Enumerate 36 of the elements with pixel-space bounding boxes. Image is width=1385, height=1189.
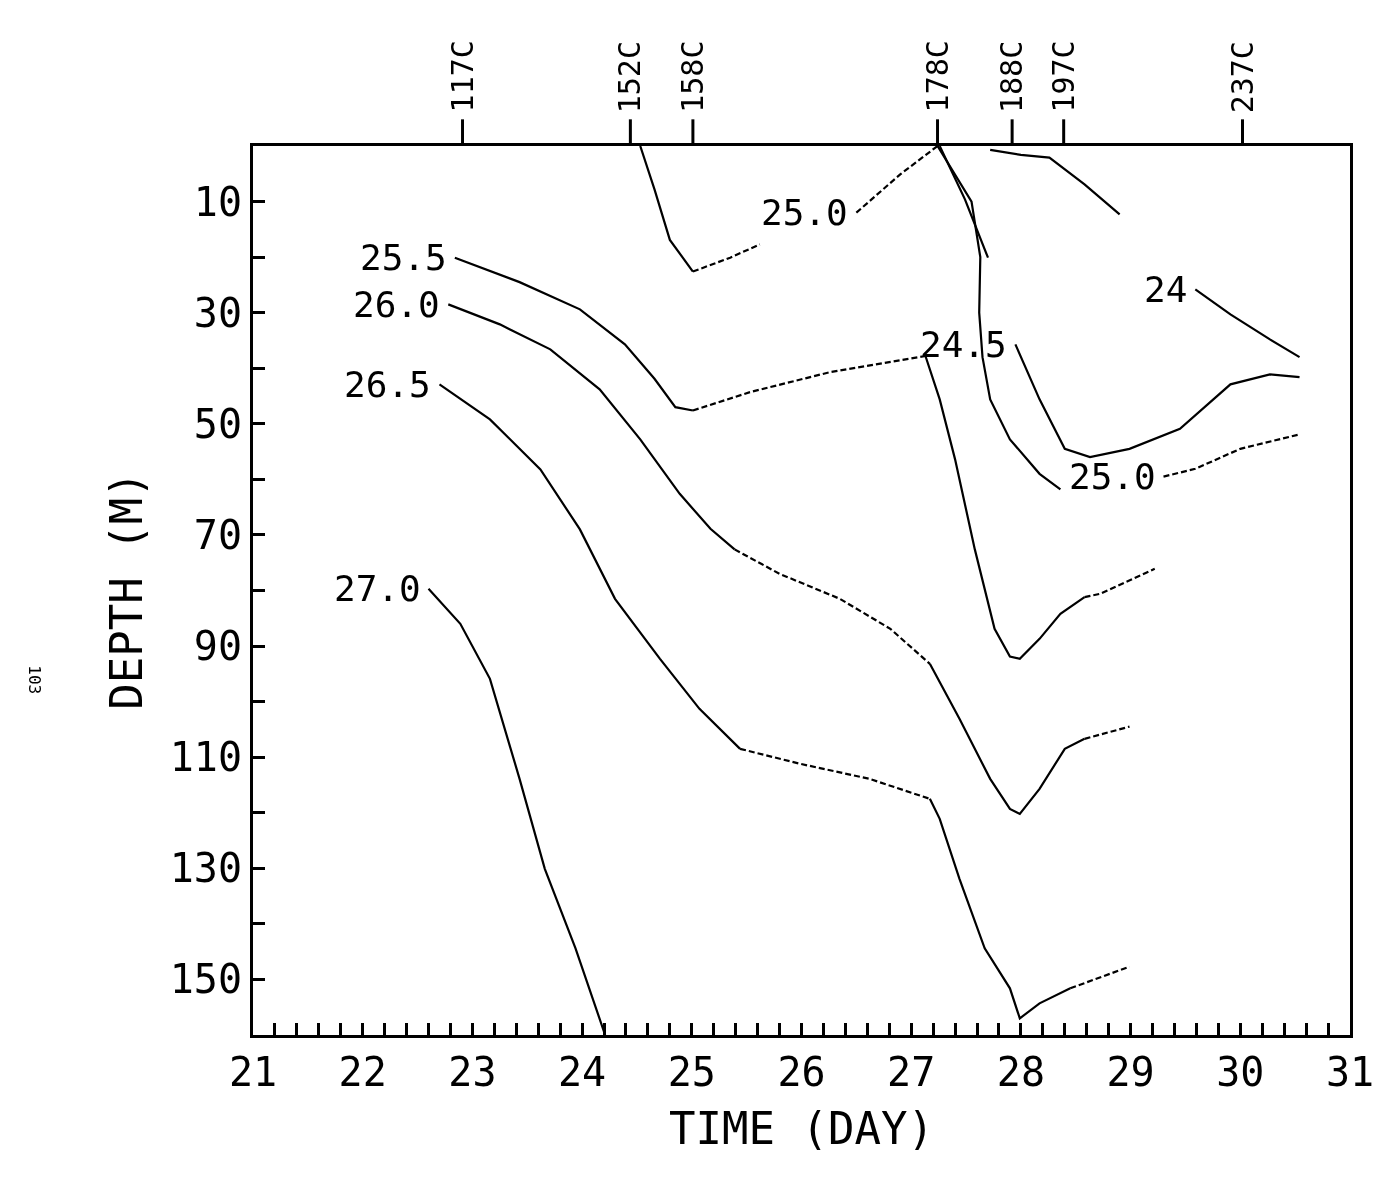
ref-line-label: 117C: [444, 40, 480, 113]
series-label: 26.5: [344, 364, 431, 405]
ref-line-label: 152C: [612, 41, 648, 114]
y-tick-label: 130: [169, 845, 242, 892]
x-tick-label: 29: [1106, 1049, 1155, 1095]
ref-line-label: 237C: [1224, 41, 1260, 114]
x-axis-title: TIME (DAY): [669, 1103, 934, 1155]
series-label: 25.0: [761, 192, 848, 233]
y-tick-label: 150: [169, 956, 242, 1003]
y-tick-label: 10: [193, 178, 242, 225]
series-label: 25.5: [360, 237, 447, 278]
series-label: 27.0: [334, 568, 421, 609]
y-tick-label: 50: [193, 400, 242, 447]
y-tick-label: 70: [193, 511, 242, 558]
series-label: 24: [1144, 269, 1188, 310]
ref-line-label: 197C: [1045, 40, 1081, 113]
series-label: 25.0: [1069, 456, 1156, 497]
x-tick-label: 26: [777, 1049, 826, 1095]
x-tick-label: 30: [1216, 1049, 1265, 1095]
x-tick-label: 24: [558, 1049, 607, 1095]
y-tick-label: 30: [193, 289, 242, 336]
x-tick-label: 23: [448, 1049, 497, 1095]
x-tick-label: 22: [338, 1049, 387, 1095]
y-tick-label: 90: [193, 623, 242, 670]
text: 103: [24, 665, 44, 695]
x-tick-label: 31: [1325, 1049, 1375, 1095]
y-tick-label: 110: [169, 734, 242, 781]
x-tick-label: 21: [228, 1049, 278, 1095]
x-tick-label: 28: [996, 1049, 1045, 1095]
series-label: 26.0: [353, 284, 440, 325]
ref-line-label: 158C: [675, 40, 711, 113]
x-tick-label: 27: [887, 1049, 936, 1095]
y-axis-title: DEPTH (M): [100, 471, 152, 710]
ref-line-label: 188C: [994, 40, 1030, 113]
x-tick-label: 25: [667, 1049, 716, 1095]
ref-line-label: 178C: [919, 40, 955, 113]
